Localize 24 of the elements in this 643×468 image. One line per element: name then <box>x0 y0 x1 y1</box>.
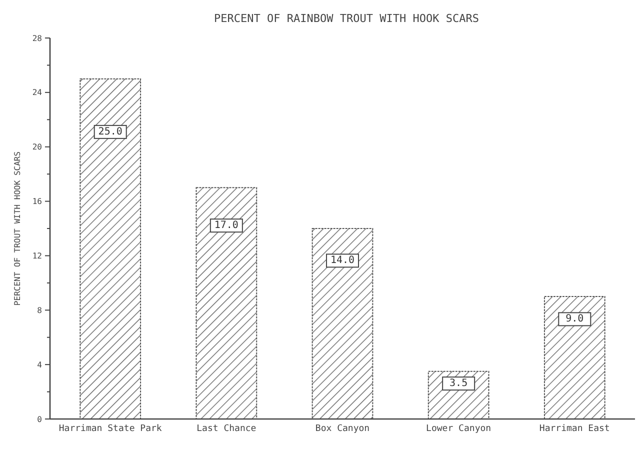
bar <box>196 187 258 420</box>
y-tick-label: 8 <box>37 306 42 315</box>
x-tick-label: Harriman East <box>539 424 610 434</box>
x-tick-label: Lower Canyon <box>426 424 492 434</box>
y-tick-label: 24 <box>32 88 42 98</box>
bar <box>80 78 142 420</box>
y-tick-label: 0 <box>37 414 42 424</box>
y-tick-label: 28 <box>32 34 42 43</box>
data-label: 17.0 <box>214 220 238 232</box>
data-label: 9.0 <box>566 314 584 325</box>
y-axis-title: PERCENT OF TROUT WITH HOOK SCARS <box>13 151 22 306</box>
y-tick-label: 12 <box>32 252 42 261</box>
chart-title: PERCENT OF RAINBOW TROUT WITH HOOK SCARS <box>214 12 479 25</box>
x-tick-label: Last Chance <box>196 424 256 434</box>
x-tick-label: Box Canyon <box>315 424 370 434</box>
y-tick-label: 20 <box>32 142 42 152</box>
bar <box>312 228 374 420</box>
data-label: 3.5 <box>450 378 468 390</box>
data-label: 25.0 <box>98 126 122 138</box>
x-tick-label: Harriman State Park <box>58 424 162 434</box>
y-tick-label: 16 <box>32 197 42 206</box>
bar <box>544 296 606 420</box>
data-label: 14.0 <box>330 255 355 266</box>
y-tick-label: 4 <box>37 360 42 370</box>
